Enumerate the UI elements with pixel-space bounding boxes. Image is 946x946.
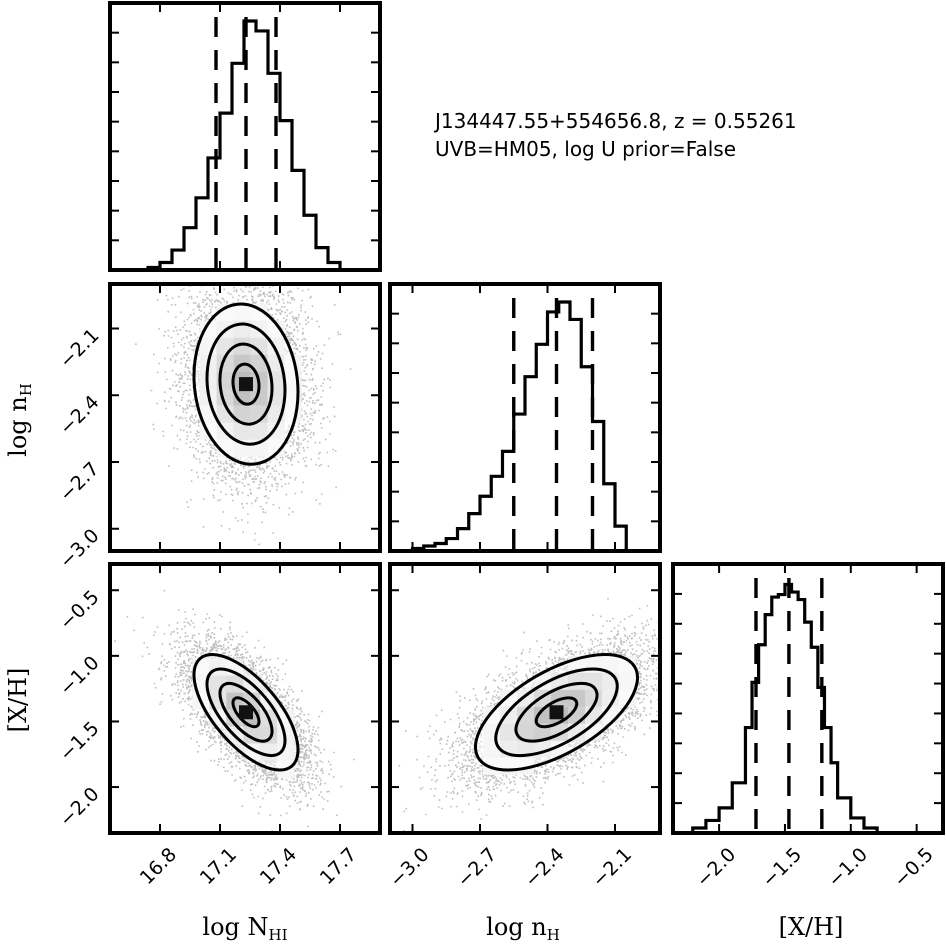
contour-1 <box>514 681 599 743</box>
annotation: J134447.55+554656.8, z = 0.55261 UVB=HM0… <box>433 109 797 161</box>
xtick-NHI-0: 16.8 <box>136 844 181 889</box>
ytick-XH-1: −1.5 <box>55 717 103 765</box>
joint-panel-NHI-nH <box>135 284 352 546</box>
contour-2 <box>205 667 287 758</box>
xlabel-xh: [X/H] <box>779 913 844 941</box>
ytick-XH-2: −1.0 <box>55 652 103 700</box>
density-peak <box>239 705 253 720</box>
xtick-XH-2: −1.0 <box>824 844 872 892</box>
axis-labels: log NHI log nH [X/H] log nH [X/H] <box>4 383 843 944</box>
ylabel-nh: log nH <box>4 383 35 457</box>
xtick-nH-0: −3.0 <box>385 844 433 892</box>
xtick-NHI-2: 17.4 <box>256 844 301 889</box>
ylabel-xh: [X/H] <box>4 668 32 733</box>
contour-0 <box>231 362 261 406</box>
scatter-points <box>135 284 352 546</box>
panel-frame-2-1 <box>388 562 662 835</box>
ytick-XH-3: −0.5 <box>55 586 103 634</box>
panel-frame-1-1 <box>388 282 662 553</box>
contour-2 <box>205 322 287 446</box>
panel-frames <box>108 1 945 835</box>
joint-panel-NHI-XH <box>114 589 355 832</box>
density-peak <box>549 705 564 720</box>
xtick-nH-2: −2.4 <box>520 844 568 892</box>
panel-frame-1-0 <box>108 282 382 553</box>
plot-content <box>114 17 879 833</box>
contour-1 <box>218 681 274 743</box>
contour-3 <box>474 653 640 772</box>
xtick-XH-0: −2.0 <box>692 844 740 892</box>
xtick-nH-3: −2.1 <box>588 844 636 892</box>
ytick-nH-2: −2.4 <box>55 391 103 439</box>
histogram-NHI <box>146 19 342 270</box>
contour-1 <box>218 342 274 426</box>
histogram-XH <box>691 582 879 833</box>
xlabel-nhi: log NHI <box>202 913 287 944</box>
panel-frame-2-2 <box>671 562 945 835</box>
ytick-nH-0: −3.0 <box>55 525 103 573</box>
xtick-NHI-3: 17.7 <box>316 844 361 889</box>
annotation-line-1: J134447.55+554656.8, z = 0.55261 <box>433 109 797 133</box>
joint-panel-nH-XH <box>398 598 660 832</box>
histogram-nH <box>410 300 628 551</box>
annotation-line-2: UVB=HM05, log U prior=False <box>435 137 736 161</box>
ytick-XH-0: −2.0 <box>55 783 103 831</box>
xtick-nH-1: −2.7 <box>453 844 501 892</box>
contour-3 <box>192 302 300 466</box>
xlabel-nh: log nH <box>486 913 560 944</box>
xtick-XH-1: −1.5 <box>758 844 806 892</box>
panel-frame-2-0 <box>108 562 382 835</box>
xtick-XH-3: −0.5 <box>890 844 938 892</box>
density-peak <box>239 377 253 392</box>
contour-2 <box>494 667 619 758</box>
contour-3 <box>192 653 300 772</box>
panel-frame-0-0 <box>108 1 382 272</box>
ytick-nH-3: −2.1 <box>55 324 103 372</box>
contour-0 <box>534 696 579 729</box>
ytick-nH-1: −2.7 <box>55 458 103 506</box>
xtick-NHI-1: 17.1 <box>196 844 241 889</box>
